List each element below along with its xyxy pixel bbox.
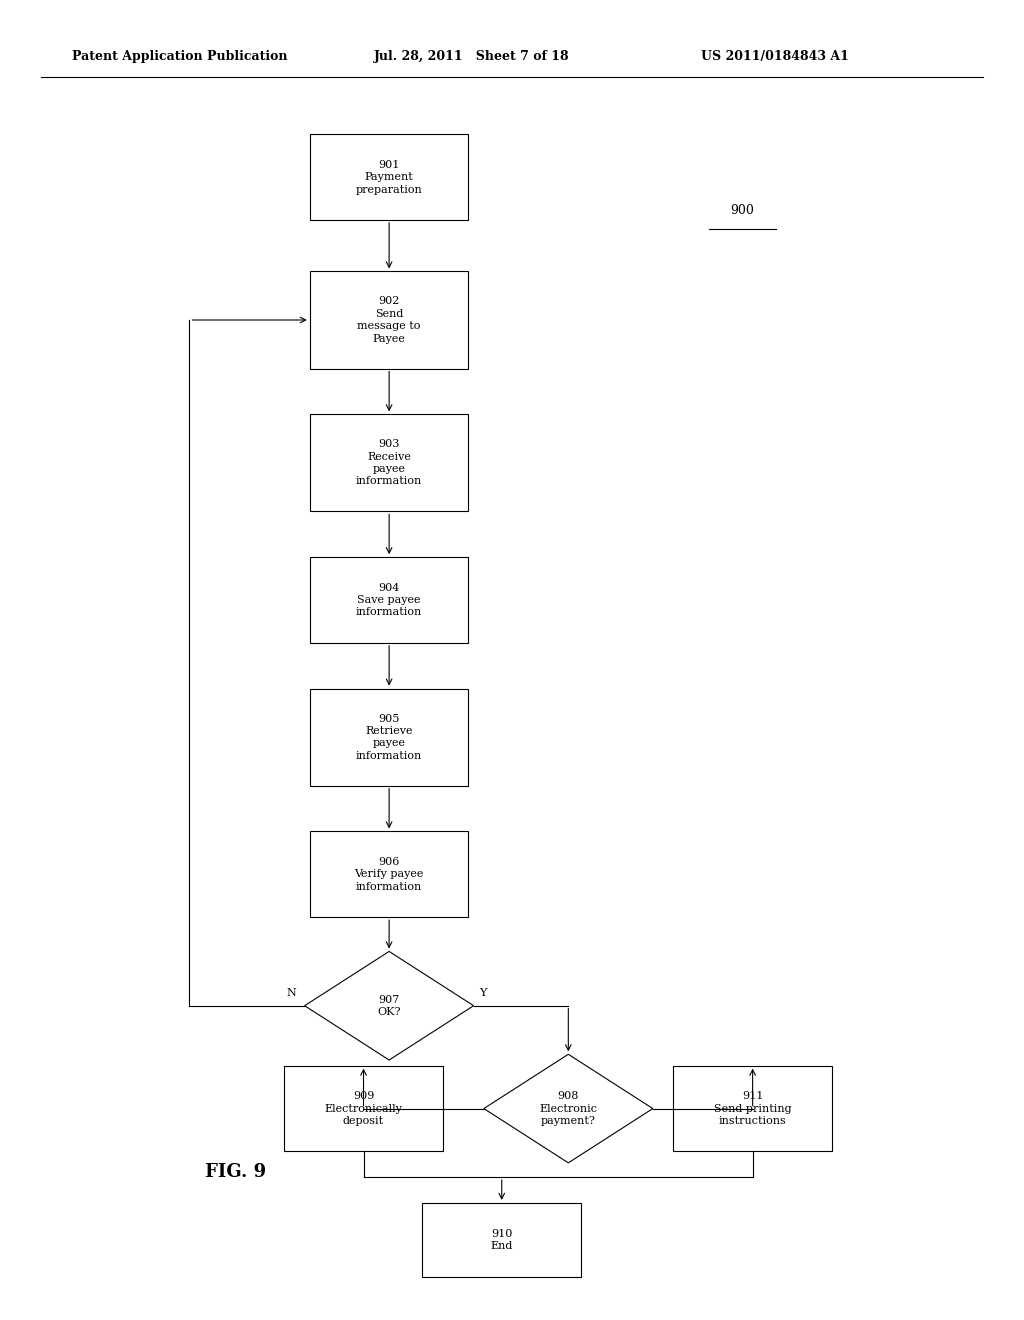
FancyBboxPatch shape (309, 272, 469, 368)
Text: 909
Electronically
deposit: 909 Electronically deposit (325, 1092, 402, 1126)
Text: 906
Verify payee
information: 906 Verify payee information (354, 857, 424, 892)
Polygon shape (484, 1055, 653, 1163)
FancyBboxPatch shape (284, 1065, 442, 1151)
Polygon shape (305, 952, 473, 1060)
FancyBboxPatch shape (422, 1203, 582, 1278)
FancyBboxPatch shape (309, 689, 469, 785)
FancyBboxPatch shape (309, 557, 469, 643)
Text: 900: 900 (730, 205, 755, 218)
Text: US 2011/0184843 A1: US 2011/0184843 A1 (701, 50, 849, 63)
Text: N: N (287, 987, 297, 998)
Text: 910
End: 910 End (490, 1229, 513, 1251)
Text: Y: Y (479, 987, 486, 998)
Text: 903
Receive
payee
information: 903 Receive payee information (356, 440, 422, 487)
Text: Jul. 28, 2011   Sheet 7 of 18: Jul. 28, 2011 Sheet 7 of 18 (374, 50, 569, 63)
Text: FIG. 9: FIG. 9 (205, 1163, 266, 1181)
Text: 901
Payment
preparation: 901 Payment preparation (355, 160, 423, 194)
FancyBboxPatch shape (309, 832, 469, 917)
Text: 908
Electronic
payment?: 908 Electronic payment? (540, 1092, 597, 1126)
Text: 911
Send printing
instructions: 911 Send printing instructions (714, 1092, 792, 1126)
Text: Patent Application Publication: Patent Application Publication (72, 50, 287, 63)
FancyBboxPatch shape (309, 414, 469, 511)
Text: 905
Retrieve
payee
information: 905 Retrieve payee information (356, 714, 422, 760)
Text: 904
Save payee
information: 904 Save payee information (356, 582, 422, 618)
FancyBboxPatch shape (674, 1065, 831, 1151)
FancyBboxPatch shape (309, 135, 469, 220)
Text: 902
Send
message to
Payee: 902 Send message to Payee (357, 297, 421, 343)
Text: 907
OK?: 907 OK? (378, 994, 400, 1016)
